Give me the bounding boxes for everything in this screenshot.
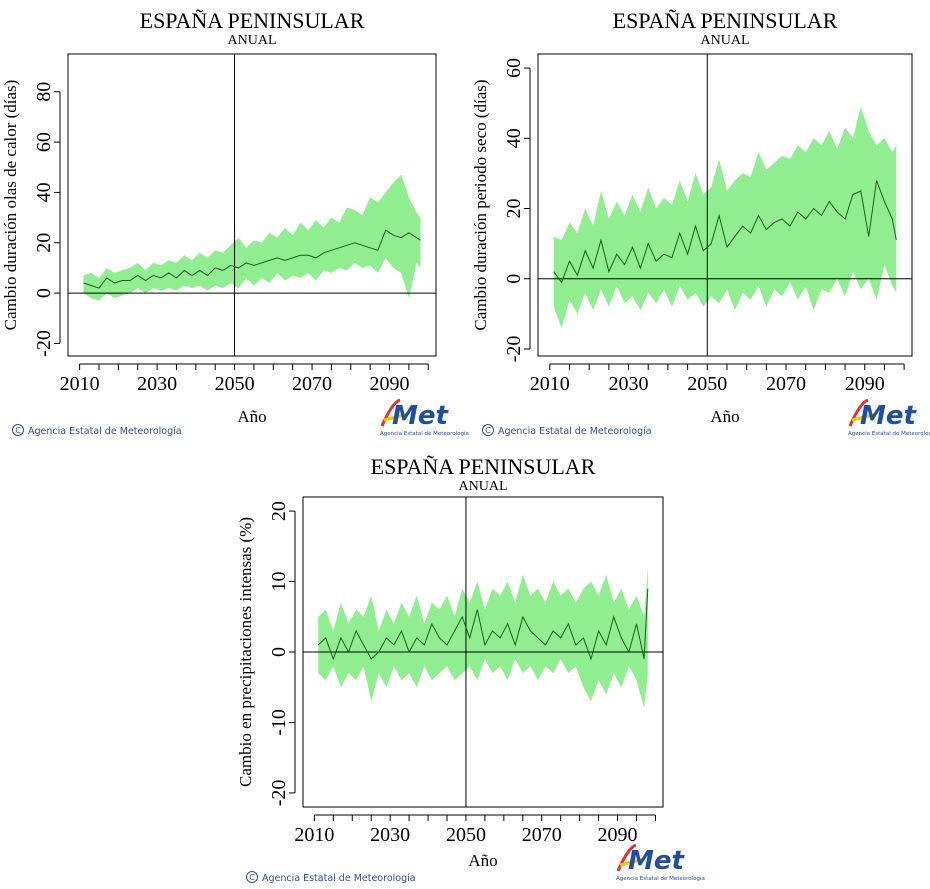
y-axis-label: Cambio en precipitaciones intensas (%) <box>236 517 255 787</box>
credit-text: Agencia Estatal de Meteorología <box>498 426 652 437</box>
copyright-icon <box>482 424 494 436</box>
x-tick-label: 2050 <box>687 373 727 395</box>
y-tick-label: 60 <box>503 58 525 78</box>
y-tick-label: 40 <box>33 182 55 202</box>
credit-text: Agencia Estatal de Meteorología <box>262 873 416 884</box>
logo-swoosh-red <box>380 398 401 427</box>
chart-title: ESPAÑA PENINSULAR <box>613 8 838 33</box>
x-tick-label: 2070 <box>766 373 806 395</box>
chart-subtitle: ANUAL <box>701 33 750 48</box>
logo-word: Met <box>860 401 918 431</box>
range-band <box>553 106 897 328</box>
x-tick-label: 2010 <box>60 373 100 395</box>
logo-caption: Agencia Estatal de Meteorología <box>848 430 930 437</box>
y-tick-label: 20 <box>503 199 525 219</box>
y-tick-label: 80 <box>33 82 55 102</box>
chart-title: ESPAÑA PENINSULAR <box>371 454 596 479</box>
x-tick-label: 2010 <box>530 373 570 395</box>
x-tick-label: 2010 <box>294 824 334 846</box>
plot-frame <box>67 53 437 357</box>
logo-caption: Agencia Estatal de Meteorología <box>380 430 469 437</box>
x-tick-label: 2090 <box>845 373 885 395</box>
credit-text: Agencia Estatal de Meteorología <box>28 426 182 437</box>
logo-swoosh-yellow <box>851 412 877 422</box>
credit-line: C Agencia Estatal de Meteorología <box>12 424 182 437</box>
copyright-icon <box>12 424 24 436</box>
logo-caption: Agencia Estatal de Meteorología <box>616 875 705 882</box>
copyright-symbol: C <box>249 873 255 882</box>
y-tick-label: 20 <box>268 501 290 521</box>
y-axis-label: Cambio duración periodo seco (días) <box>471 79 490 330</box>
y-tick-label: 0 <box>268 647 290 657</box>
y-tick-label: 60 <box>33 132 55 152</box>
logo-swoosh-yellow <box>619 857 645 867</box>
x-axis-label: Año <box>237 407 266 426</box>
credit-line: C Agencia Estatal de Meteorología <box>246 871 416 884</box>
y-axis-label: Cambio duración olas de calor (días) <box>1 80 20 331</box>
credit-line: C Agencia Estatal de Meteorología <box>482 424 652 437</box>
x-tick-label: 2070 <box>522 824 562 846</box>
chart-title: ESPAÑA PENINSULAR <box>140 8 365 33</box>
logo-word: Met <box>392 401 450 431</box>
chart-subtitle: ANUAL <box>459 479 508 494</box>
x-tick-label: 2070 <box>292 373 332 395</box>
median-line <box>83 229 421 289</box>
median-line <box>317 588 649 661</box>
y-tick-label: 0 <box>33 288 55 298</box>
y-tick-label: -20 <box>268 780 290 807</box>
median-line <box>553 180 897 284</box>
plot-frame <box>302 496 664 808</box>
x-axis-label: Año <box>468 851 497 870</box>
logo-swoosh-red <box>616 843 637 872</box>
x-tick-label: 2030 <box>609 373 649 395</box>
range-band <box>83 174 421 301</box>
y-tick-label: 10 <box>268 572 290 592</box>
y-tick-label: -20 <box>33 330 55 357</box>
y-tick-label: 0 <box>503 274 525 284</box>
x-tick-label: 2050 <box>215 373 255 395</box>
logo-swoosh-red <box>848 398 869 427</box>
y-tick-label: 20 <box>33 233 55 253</box>
y-tick-label: -10 <box>268 709 290 736</box>
logo-swoosh-yellow <box>383 412 409 422</box>
y-tick-label: 40 <box>503 128 525 148</box>
copyright-symbol: C <box>485 426 491 435</box>
x-tick-label: 2050 <box>446 824 486 846</box>
copyright-symbol: C <box>15 426 21 435</box>
y-tick-label: -20 <box>503 336 525 363</box>
x-tick-label: 2030 <box>370 824 410 846</box>
copyright-icon <box>246 871 258 883</box>
logo-word: Met <box>628 846 686 876</box>
x-tick-label: 2030 <box>137 373 177 395</box>
chart-subtitle: ANUAL <box>228 33 277 48</box>
plot-frame <box>537 53 913 357</box>
x-tick-label: 2090 <box>370 373 410 395</box>
x-axis-label: Año <box>710 407 739 426</box>
x-tick-label: 2090 <box>598 824 638 846</box>
